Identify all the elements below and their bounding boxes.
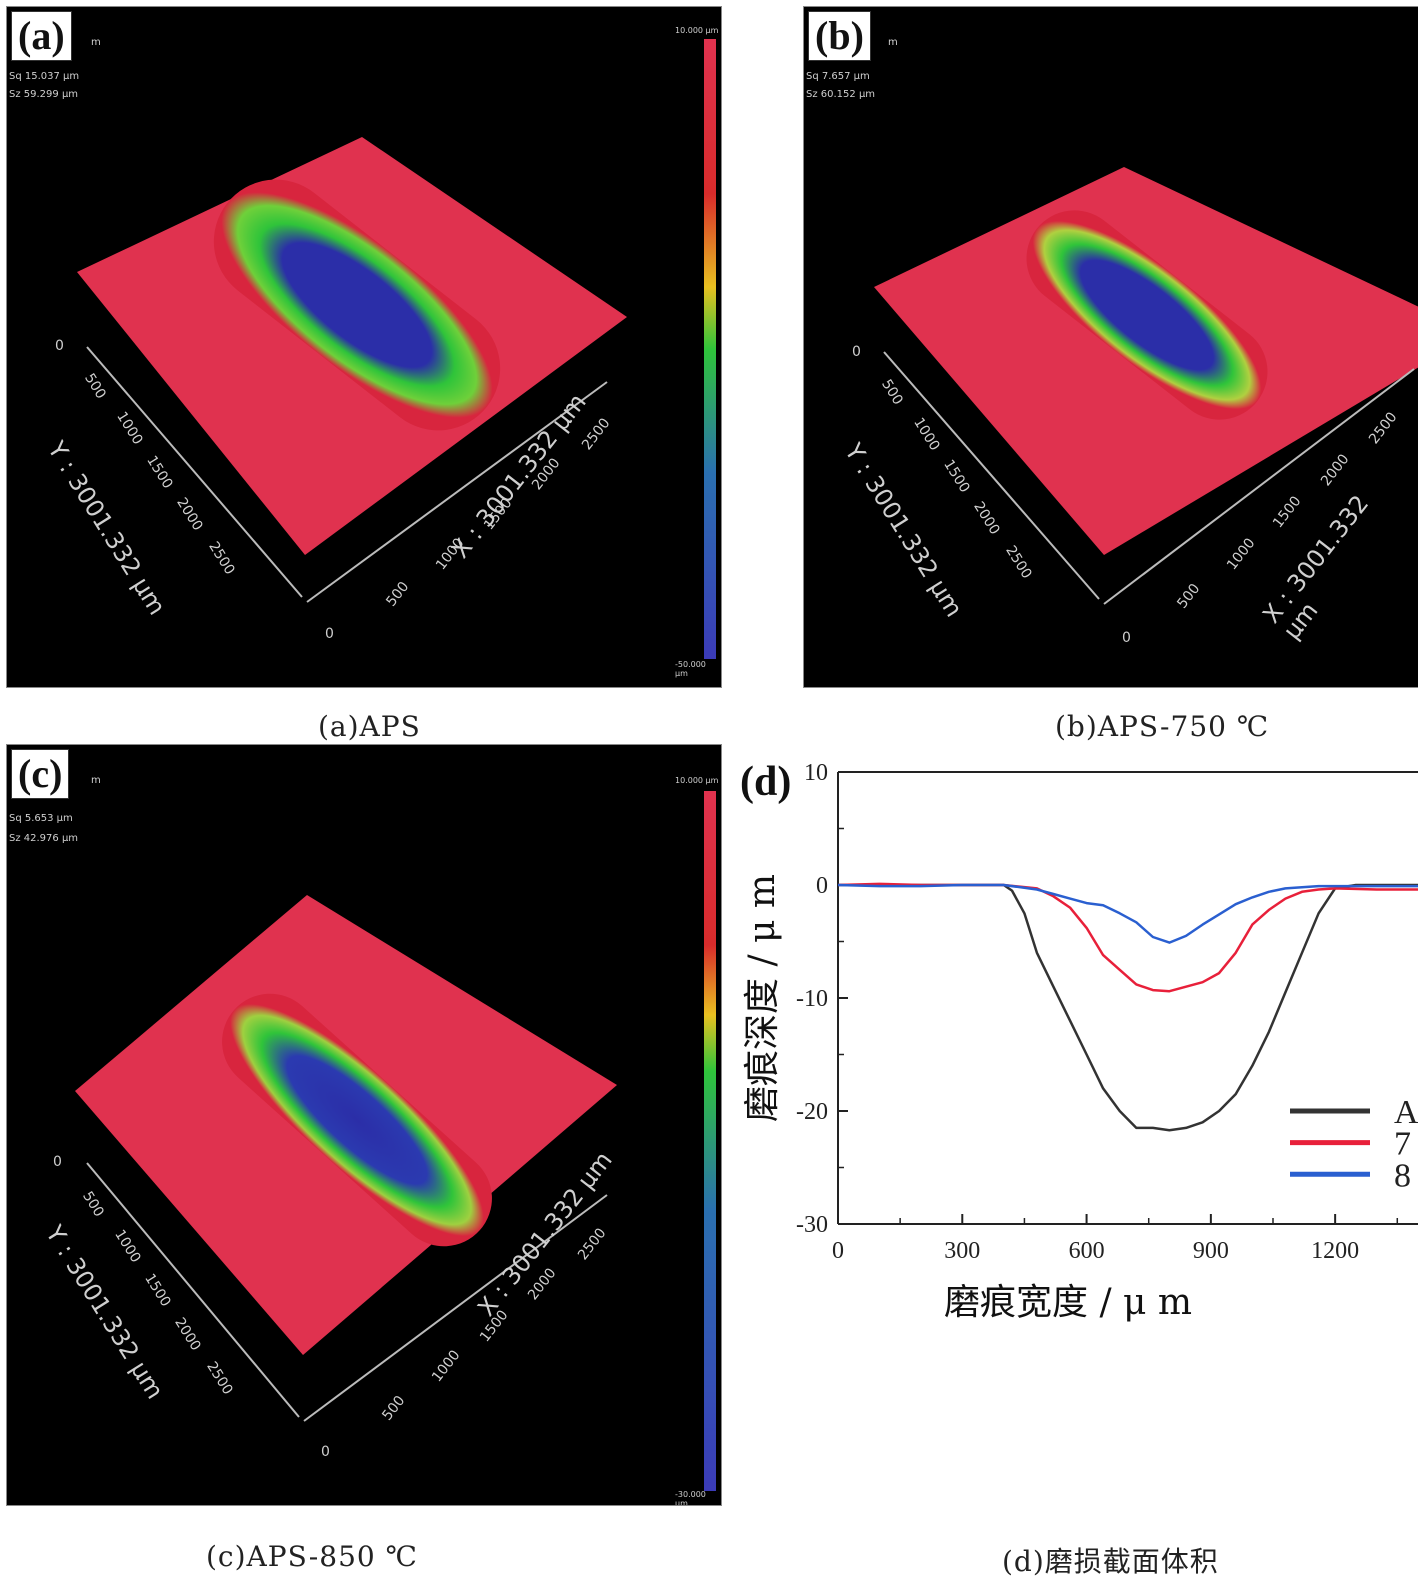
x-tick-label: 600 — [1069, 1238, 1105, 1264]
panel-c-y-tick-0: 0 — [53, 1154, 62, 1170]
caption-a: (a)APS — [318, 710, 421, 743]
caption-b: (b)APS-750 ℃ — [1055, 710, 1270, 743]
caption-c: (c)APS-850 ℃ — [206, 1540, 418, 1573]
panel-a-hud-sz: Sz 59.299 μm — [9, 89, 79, 100]
panel-c-hud-unit: m — [91, 775, 101, 786]
panel-c-hud-sq: Sq 5.653 μm — [9, 813, 73, 824]
panel-b-hud-unit: m — [888, 37, 898, 48]
panel-b-y-tick-0: 0 — [852, 344, 861, 360]
y-axis-label: 磨痕深度 / μ m — [742, 874, 783, 1122]
panel-a-surface — [77, 39, 716, 659]
panel-a-x-tick-0: 0 — [325, 626, 334, 642]
panel-c-colorbar-bottom: -30.000 μm — [675, 1490, 706, 1506]
x-tick-label: 0 — [832, 1238, 844, 1264]
y-tick-label: -10 — [796, 986, 828, 1012]
panel-a: (a) m Sq 15.037 μm Sz 59.299 μm 10.000 μ… — [6, 6, 722, 688]
panel-c-x-tick-0: 0 — [321, 1444, 330, 1460]
panel-c: (c) m Sq 5.653 μm Sz 42.976 μm 10.000 μm… — [6, 744, 722, 1506]
legend-label-750: 7 — [1394, 1126, 1411, 1163]
panel-a-colorbar-top: 10.000 μm — [675, 26, 719, 35]
colorbar — [704, 791, 716, 1491]
panel-c-letter: (c) — [11, 749, 70, 799]
panel-b-x-tick-0: 0 — [1122, 630, 1131, 646]
panel-b-letter: (b) — [808, 11, 871, 61]
y-tick-label: -20 — [796, 1099, 828, 1125]
colorbar — [704, 39, 716, 659]
panel-a-letter: (a) — [11, 11, 72, 61]
panel-a-y-tick-0: 0 — [55, 338, 64, 354]
wear-track — [222, 993, 492, 1247]
panel-b-hud-sq: Sq 7.657 μm — [806, 71, 870, 82]
wear-track — [1026, 210, 1268, 420]
legend-label-APS: A — [1394, 1094, 1418, 1131]
x-tick-label: 1200 — [1311, 1238, 1359, 1264]
series-line-850 — [837, 883, 1418, 944]
x-tick-label: 900 — [1193, 1238, 1229, 1264]
panel-b-surface — [874, 167, 1418, 605]
panel-a-colorbar-bottom: -50.000 μm — [675, 660, 706, 678]
panel-d-letter: (d) — [740, 759, 792, 805]
panel-c-colorbar-top: 10.000 μm — [675, 776, 719, 785]
panel-a-hud-sq: Sq 15.037 μm — [9, 71, 80, 82]
panel-a-hud-unit: m — [91, 37, 101, 48]
panel-b: (b) m Sq 7.657 μm Sz 60.152 μm X : 3001.… — [803, 6, 1418, 688]
series-line-750 — [837, 882, 1418, 993]
panel-c-hud-sz: Sz 42.976 μm — [9, 833, 79, 844]
caption-d: (d)磨损截面体积 — [1002, 1545, 1219, 1578]
legend-label-850: 8 — [1394, 1157, 1411, 1194]
panel-c-surface — [75, 791, 716, 1491]
x-tick-label: 300 — [944, 1238, 980, 1264]
y-tick-label: 0 — [816, 873, 828, 899]
series-line-APS — [838, 883, 1418, 1132]
wear-track — [213, 179, 501, 431]
y-tick-label: -30 — [796, 1212, 828, 1238]
panel-b-hud-sz: Sz 60.152 μm — [806, 89, 876, 100]
x-axis-label: 磨痕宽度 / μ m — [944, 1282, 1192, 1323]
y-tick-label: 10 — [804, 760, 828, 786]
